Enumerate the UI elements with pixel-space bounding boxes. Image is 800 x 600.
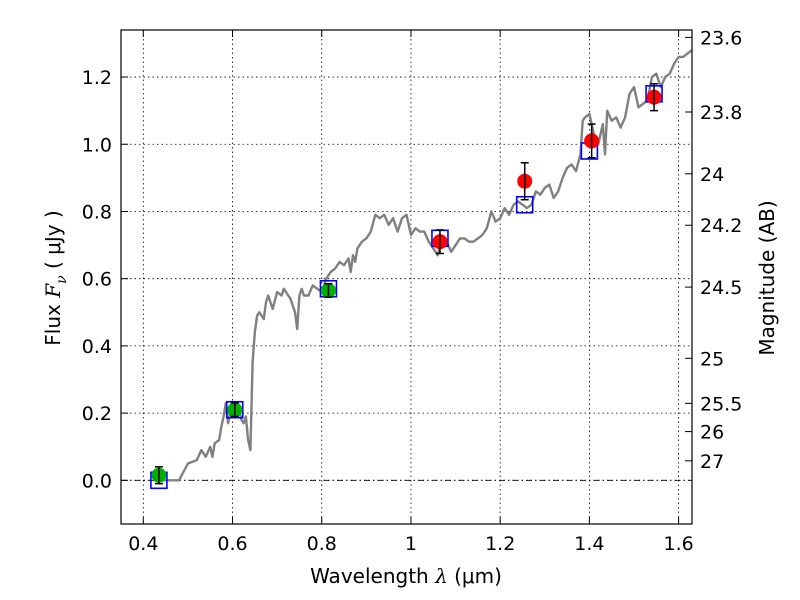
model-spectrum [161, 49, 693, 482]
x-tick-label: 0.8 [307, 533, 337, 555]
x-tick-label: 1.6 [664, 533, 694, 555]
y-tick-label: 0.2 [82, 403, 112, 425]
y-tick-label: 1.0 [82, 134, 112, 156]
magnitude-tick-label: 25.5 [700, 393, 742, 415]
y-tick-label: 0.4 [82, 336, 112, 358]
model-spectrum-line [161, 49, 693, 482]
magnitude-tick-label: 27 [700, 451, 724, 473]
x-tick-label: 0.4 [128, 533, 158, 555]
model-photometry-markers [150, 85, 663, 490]
model-photometry-square [225, 400, 244, 419]
magnitude-tick-label: 24.5 [700, 277, 742, 299]
axis-ticks: 0.4 0.6 0.8 1 1.2 1.4 1.6 0.0 0.2 0.4 0.6 0.8 1.0 1.2… [82, 27, 743, 555]
plot-frame [120, 29, 693, 525]
y-axis-label: Flux Fν ( μJy ) [41, 210, 70, 345]
magnitude-tick-label: 24 [700, 164, 724, 186]
magnitude-tick-label: 26 [700, 422, 724, 444]
x-tick-label: 1 [405, 533, 417, 555]
x-tick-label: 1.2 [485, 533, 515, 555]
magnitude-axis-label: Magnitude (AB) [755, 200, 779, 355]
y-tick-label: 0.8 [82, 201, 112, 223]
observed-photometry-points [151, 83, 662, 485]
grid [121, 30, 692, 524]
y-tick-label: 1.2 [82, 67, 112, 89]
magnitude-tick-label: 23.8 [700, 102, 742, 124]
x-tick-label: 1.4 [574, 533, 604, 555]
y-tick-label: 0.6 [82, 269, 112, 291]
magnitude-tick-label: 24.2 [700, 215, 742, 237]
x-axis-label: Wavelength λ (μm) [310, 564, 502, 588]
magnitude-tick-label: 23.6 [700, 27, 742, 49]
magnitude-tick-label: 25 [700, 348, 724, 370]
x-tick-label: 0.6 [217, 533, 247, 555]
y-tick-label: 0.0 [82, 470, 112, 492]
